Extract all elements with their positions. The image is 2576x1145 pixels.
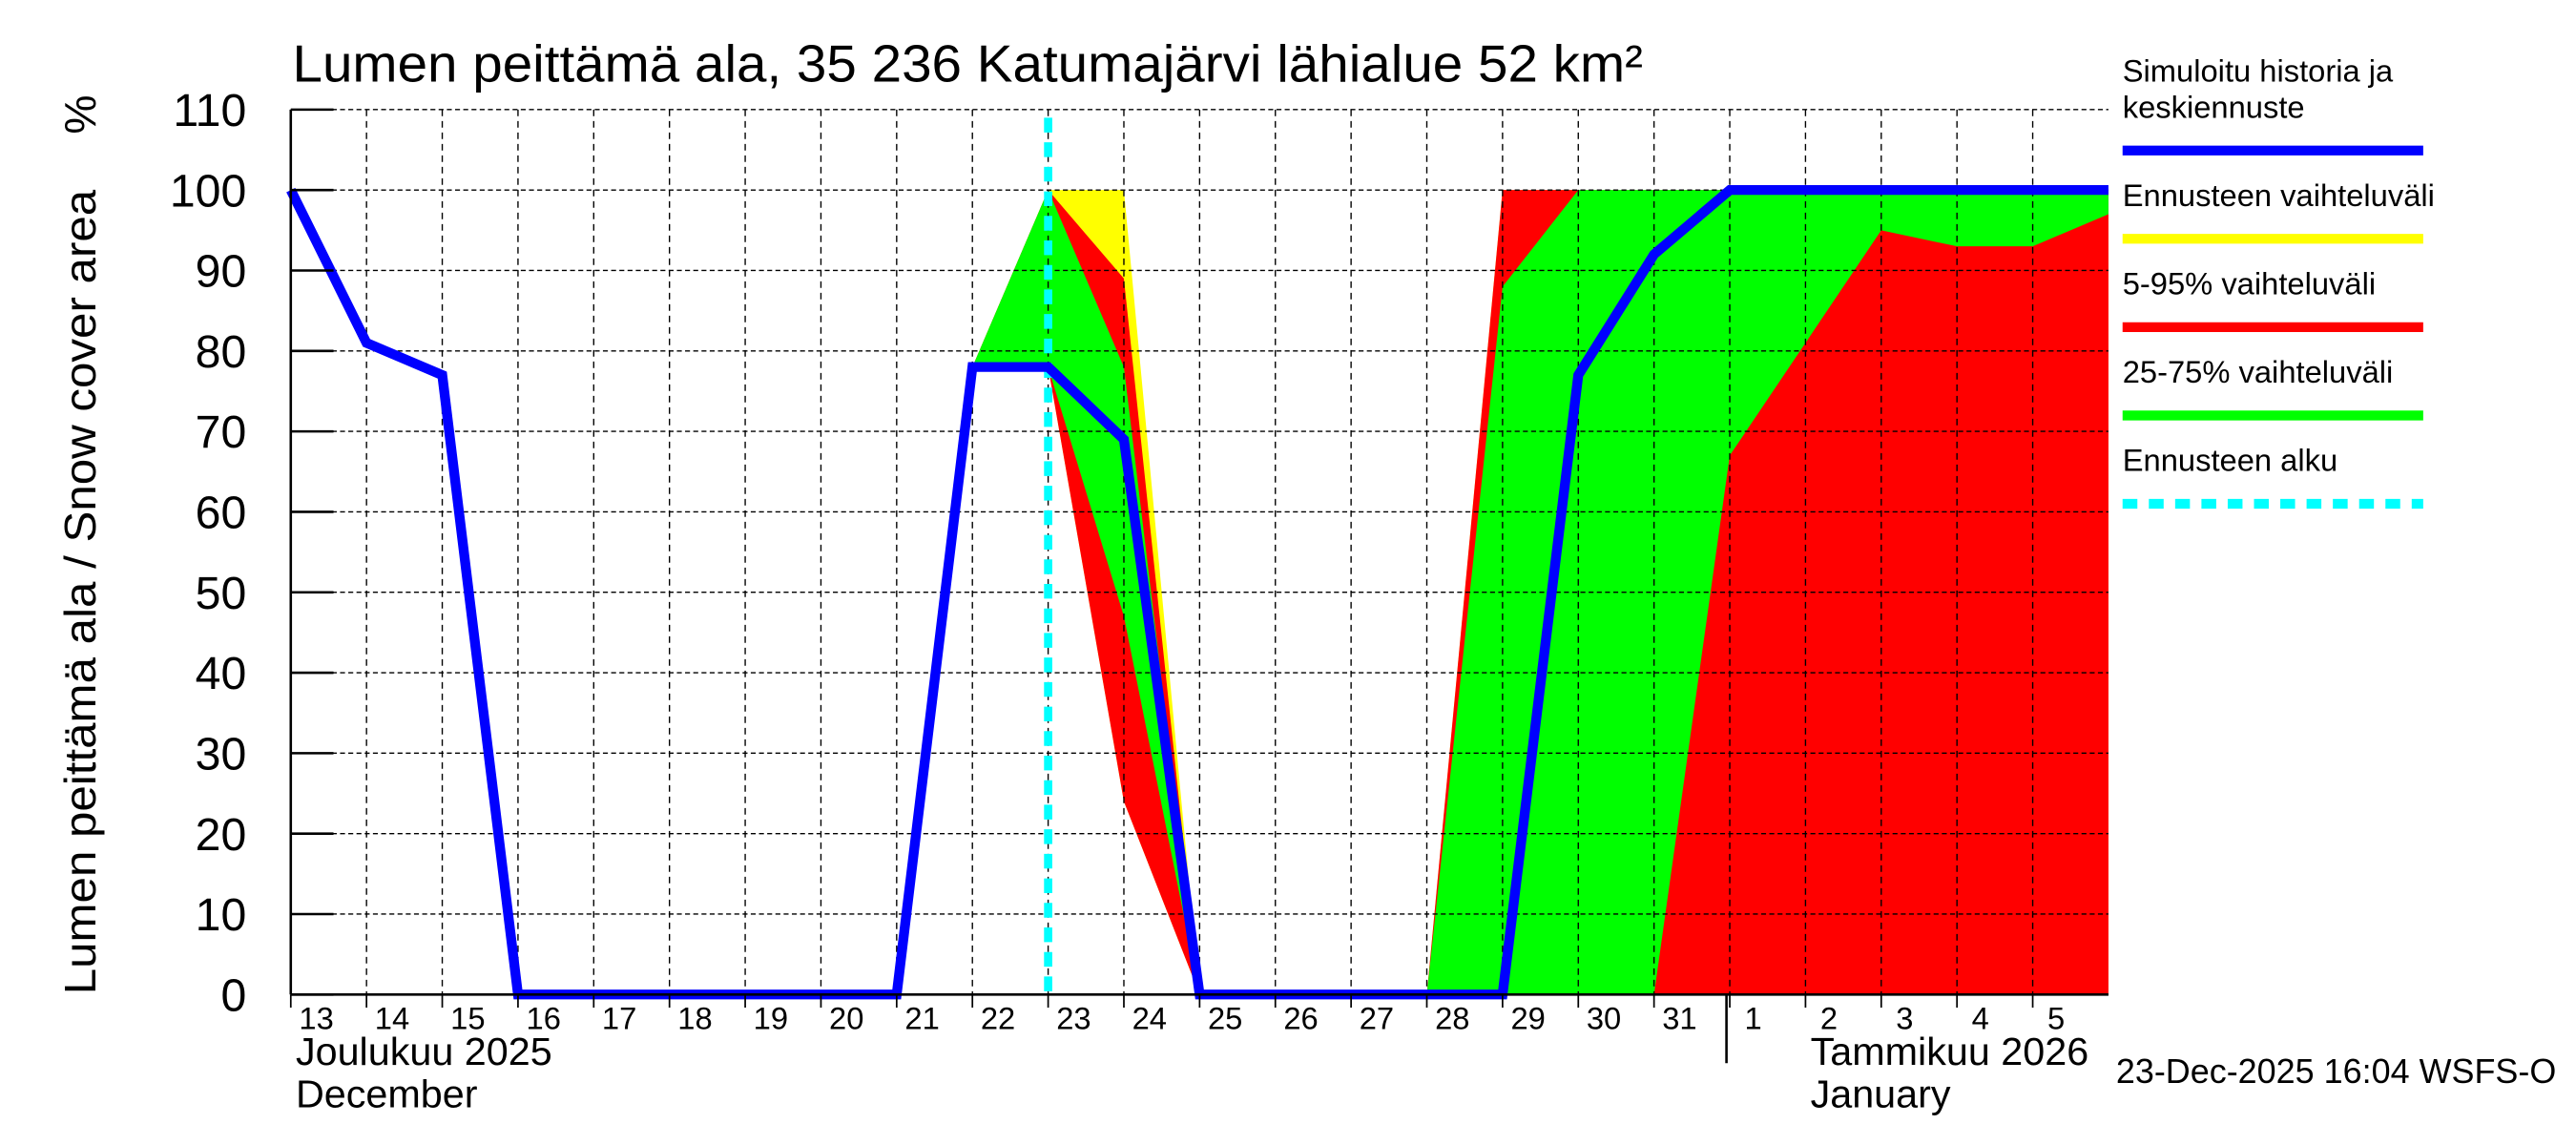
bands-layer <box>972 190 2109 995</box>
x-tick-label: 21 <box>904 1000 939 1035</box>
y-tick-label: 0 <box>220 970 246 1022</box>
legend-label-3: 25-75% vaihteluväli <box>2123 354 2394 389</box>
x-tick-label: 25 <box>1208 1000 1242 1035</box>
legend-label-2: 5-95% vaihteluväli <box>2123 266 2376 302</box>
y-tick-label: 80 <box>196 326 247 378</box>
month-label-en: January <box>1811 1072 1951 1116</box>
band-1-segment-0 <box>972 190 1200 995</box>
x-tick-label: 15 <box>450 1000 485 1035</box>
x-tick-label: 28 <box>1435 1000 1469 1035</box>
x-tick-label: 14 <box>375 1000 409 1035</box>
x-tick-label: 1 <box>1745 1000 1762 1035</box>
month-label-en: December <box>296 1072 478 1116</box>
band-2-segment-1 <box>1426 190 2109 995</box>
y-tick-label: 90 <box>196 246 247 298</box>
x-tick-label: 30 <box>1587 1000 1621 1035</box>
timestamp: 23-Dec-2025 16:04 WSFS-O <box>2116 1051 2556 1091</box>
x-tick-label: 17 <box>602 1000 636 1035</box>
x-tick-label: 24 <box>1132 1000 1167 1035</box>
y-tick-label: 20 <box>196 809 247 861</box>
x-tick-label: 2 <box>1820 1000 1838 1035</box>
y-axis-label: Lumen peittämä ala / Snow cover area <box>55 190 105 995</box>
month-label-fi: Tammikuu 2026 <box>1811 1030 2089 1073</box>
x-tick-label: 13 <box>299 1000 333 1035</box>
legend-label-0: Simuloitu historia ja <box>2123 53 2394 89</box>
x-tick-label: 19 <box>754 1000 788 1035</box>
x-tick-label: 26 <box>1283 1000 1318 1035</box>
y-tick-label: 10 <box>196 889 247 941</box>
grid-layer <box>290 109 2109 995</box>
x-tick-label: 22 <box>981 1000 1015 1035</box>
x-tick-label: 5 <box>2047 1000 2065 1035</box>
x-tick-label: 18 <box>677 1000 712 1035</box>
x-tick-label: 23 <box>1056 1000 1091 1035</box>
legend-label-4: Ennusteen alku <box>2123 443 2337 478</box>
x-tick-label: 4 <box>1972 1000 1989 1035</box>
y-axis-unit: % <box>55 94 105 134</box>
y-tick-label: 30 <box>196 729 247 781</box>
month-label-fi: Joulukuu 2025 <box>296 1030 552 1073</box>
x-tick-label: 16 <box>527 1000 561 1035</box>
y-tick-label: 110 <box>173 85 246 136</box>
y-tick-label: 60 <box>196 488 247 539</box>
band-2-segment-0 <box>972 190 1200 995</box>
x-tick-label: 20 <box>829 1000 863 1035</box>
y-tick-label: 40 <box>196 648 247 699</box>
chart-title: Lumen peittämä ala, 35 236 Katumajärvi l… <box>293 34 1643 94</box>
x-tick-label: 29 <box>1510 1000 1545 1035</box>
legend-label-0: keskiennuste <box>2123 89 2305 124</box>
x-tick-label: 27 <box>1360 1000 1394 1035</box>
legend-label-1: Ennusteen vaihteluväli <box>2123 177 2435 213</box>
y-tick-label: 70 <box>196 406 247 458</box>
series-line-0 <box>286 185 2109 1000</box>
x-tick-label: 31 <box>1662 1000 1696 1035</box>
y-tick-label: 50 <box>196 568 247 619</box>
y-tick-label: 100 <box>170 165 246 217</box>
x-tick-label: 3 <box>1896 1000 1913 1035</box>
